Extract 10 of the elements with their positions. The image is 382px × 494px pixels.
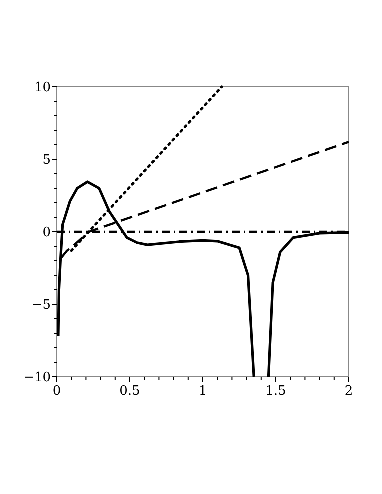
y-tick-label: −5 — [32, 298, 51, 314]
y-tick-label: 10 — [34, 80, 51, 96]
x-tick-label: 1 — [198, 384, 208, 399]
y-tick-label: 5 — [42, 153, 51, 168]
y-tick-label: −10 — [24, 370, 51, 386]
x-tick-label: 2 — [344, 384, 354, 399]
y-tick-label: 0 — [42, 226, 51, 241]
x-tick-label: 0 — [52, 384, 62, 399]
x-tick-label: 1.5 — [266, 384, 286, 399]
x-tick-label: 0.5 — [120, 384, 140, 399]
